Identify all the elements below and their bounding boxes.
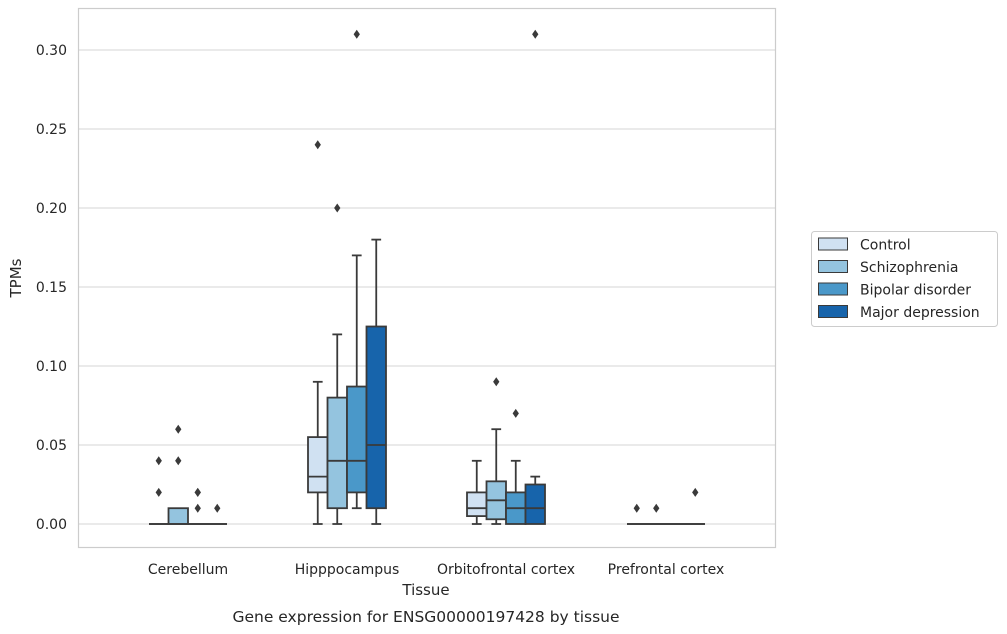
box bbox=[207, 503, 227, 525]
outlier-point bbox=[314, 140, 321, 150]
y-tick-label: 0.25 bbox=[36, 122, 67, 138]
outlier-point bbox=[175, 456, 182, 466]
outlier-point bbox=[353, 29, 360, 39]
legend: Control Schizophrenia Bipolar disorder Majo… bbox=[811, 231, 998, 327]
legend-label: Schizophrenia bbox=[860, 260, 958, 276]
chart-caption: Gene expression for ENSG00000197428 by t… bbox=[232, 608, 619, 626]
y-tick-label: 0.15 bbox=[36, 280, 67, 296]
outlier-point bbox=[214, 503, 221, 513]
x-tick-label: Orbitofrontal cortex bbox=[437, 562, 575, 578]
box-body bbox=[365, 325, 387, 510]
box bbox=[627, 503, 647, 525]
y-tick-label: 0.00 bbox=[36, 517, 67, 533]
box bbox=[466, 459, 488, 525]
box bbox=[685, 487, 705, 525]
x-tick-label: Cerebellum bbox=[148, 562, 228, 578]
legend-swatch bbox=[818, 237, 848, 251]
outlier-point bbox=[633, 503, 640, 513]
x-axis-ticks: Cerebellum Hipppocampus Orbitofrontal cort… bbox=[148, 562, 724, 578]
y-tick-label: 0.20 bbox=[36, 201, 67, 217]
box bbox=[326, 203, 348, 525]
legend-label: Control bbox=[860, 238, 911, 254]
box bbox=[524, 29, 546, 525]
y-tick-label: 0.10 bbox=[36, 359, 67, 375]
outlier-point bbox=[334, 203, 341, 213]
box-body bbox=[524, 483, 546, 525]
box bbox=[188, 487, 208, 525]
box bbox=[307, 140, 329, 525]
legend-swatch bbox=[818, 305, 848, 318]
x-tick-label: Prefrontal cortex bbox=[608, 562, 725, 578]
outlier-point bbox=[512, 408, 519, 418]
box bbox=[365, 238, 387, 525]
y-axis-ticks: 0.00 0.05 0.10 0.15 0.20 0.25 0.30 bbox=[36, 43, 67, 533]
outlier-point bbox=[493, 377, 500, 387]
series-schizophrenia bbox=[167, 203, 666, 525]
box bbox=[149, 456, 169, 525]
series-control bbox=[149, 140, 647, 525]
outlier-point bbox=[194, 503, 201, 513]
legend-frame bbox=[811, 231, 998, 327]
box bbox=[346, 29, 368, 510]
box-series-layer bbox=[149, 29, 705, 525]
outlier-point bbox=[175, 424, 182, 434]
outlier-point bbox=[653, 503, 660, 513]
box bbox=[505, 408, 527, 525]
legend-label: Bipolar disorder bbox=[860, 283, 971, 299]
box bbox=[167, 424, 189, 525]
outlier-point bbox=[155, 456, 162, 466]
x-axis-label: Tissue bbox=[401, 581, 449, 599]
box bbox=[485, 377, 507, 525]
box-body bbox=[466, 491, 488, 517]
outlier-point bbox=[692, 487, 699, 497]
outlier-point bbox=[194, 487, 201, 497]
box-body bbox=[167, 507, 189, 525]
y-tick-label: 0.05 bbox=[36, 438, 67, 454]
y-tick-label: 0.30 bbox=[36, 43, 67, 59]
box bbox=[646, 503, 666, 525]
box-body bbox=[346, 385, 368, 494]
legend-label: Major depression bbox=[860, 305, 980, 321]
box-body bbox=[307, 436, 329, 494]
legend-swatch bbox=[818, 282, 848, 296]
grid-lines bbox=[78, 49, 776, 525]
x-tick-label: Hipppocampus bbox=[295, 562, 400, 578]
series-major-depression bbox=[207, 29, 705, 525]
y-axis-label: TPMs bbox=[7, 258, 25, 298]
legend-swatch bbox=[818, 260, 848, 273]
plot-area-frame bbox=[77, 7, 777, 549]
box-body bbox=[326, 396, 348, 510]
outlier-point bbox=[532, 29, 539, 39]
outlier-point bbox=[155, 487, 162, 497]
series-bipolar-disorder bbox=[188, 29, 686, 525]
